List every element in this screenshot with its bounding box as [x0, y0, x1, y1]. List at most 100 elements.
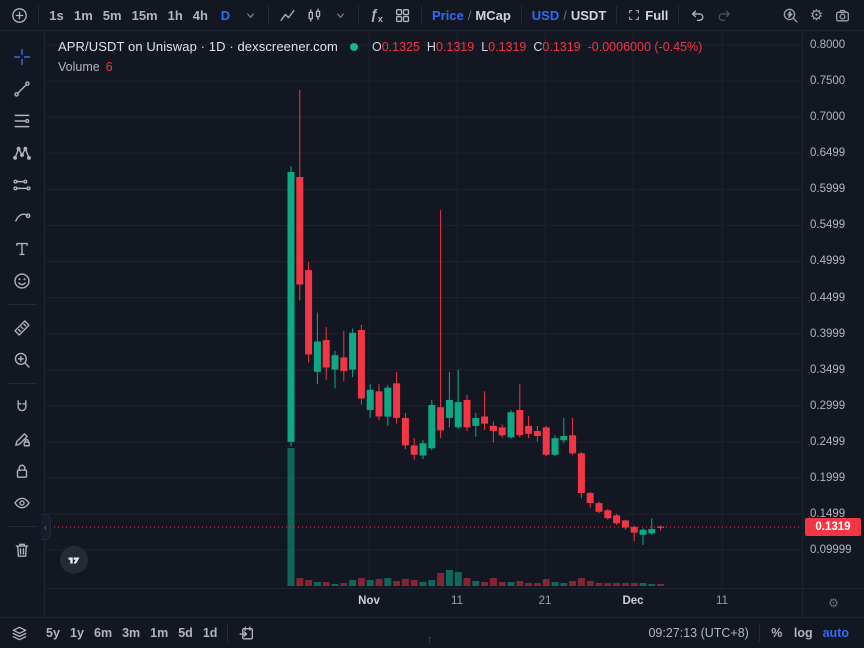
divider: [520, 6, 522, 24]
xabcd-pattern-icon: [13, 146, 31, 160]
fullscreen-icon: [629, 10, 640, 20]
price-tick-label: 0.5499: [810, 219, 846, 231]
timeframe-1h[interactable]: 1h: [163, 3, 188, 28]
range-1m[interactable]: 1m: [145, 621, 173, 645]
tool-lock-all-button[interactable]: [7, 457, 37, 485]
range-5d[interactable]: 5d: [173, 621, 198, 645]
fullscreen-button[interactable]: Full: [622, 3, 673, 28]
currency-toggle[interactable]: USD / USDT: [527, 3, 611, 28]
undo-icon: [692, 10, 704, 21]
divider: [227, 624, 229, 642]
symbol-title[interactable]: APR/USDT on Uniswap · 1D · dexscreener.c…: [58, 39, 338, 54]
clock-button[interactable]: 09:27:13 (UTC+8): [643, 621, 753, 645]
drawing-lock-icon: [15, 433, 30, 447]
price-mode-label: Price: [431, 7, 464, 23]
text-icon: [16, 242, 28, 256]
low-label: L: [481, 39, 489, 54]
divider: [38, 6, 39, 24]
tool-projection-button[interactable]: [7, 171, 37, 199]
go-to-date-button[interactable]: [233, 621, 260, 645]
ohlc-values: O 0.1325 H 0.1319 L 0.1319 C 0.1319 -0.00060…: [372, 40, 702, 54]
tool-drawing-lock-button[interactable]: [7, 425, 37, 453]
auto-label: auto: [822, 626, 849, 640]
chart-pane[interactable]: [46, 31, 802, 588]
tool-crosshair-button[interactable]: [7, 43, 37, 71]
volume-label[interactable]: Volume: [58, 60, 100, 74]
object-tree-button[interactable]: [6, 621, 33, 645]
range-3m[interactable]: 3m: [117, 621, 145, 645]
candlesticks-icon: [308, 7, 321, 22]
redo-icon: [718, 10, 731, 21]
tool-text-button[interactable]: [7, 235, 37, 263]
symbol-search-button[interactable]: [6, 3, 33, 28]
undo-button[interactable]: [684, 3, 711, 28]
open-label: O: [371, 39, 382, 54]
price-tick-label: 0.7500: [810, 75, 846, 87]
open-value: 0.1325: [381, 39, 420, 54]
layout-grid-button[interactable]: [389, 3, 416, 28]
usd-label: USD: [531, 7, 560, 23]
price-tick-label: 0.6499: [810, 147, 846, 159]
quick-search-button[interactable]: [777, 3, 804, 28]
clock-value: 09:27:13 (UTC+8): [648, 626, 749, 640]
chart-type-line-button[interactable]: [274, 3, 301, 28]
indicators-button[interactable]: ƒx: [364, 3, 389, 28]
tool-trend-line-button[interactable]: [7, 75, 37, 103]
tool-fib-retracement-button[interactable]: [7, 107, 37, 135]
tool-zoom-in-button[interactable]: [7, 346, 37, 374]
range-1y[interactable]: 1y: [65, 621, 89, 645]
crosshair-icon: [13, 48, 31, 66]
range-6m[interactable]: 6m: [89, 621, 117, 645]
redo-button[interactable]: [711, 3, 738, 28]
tool-trash-button[interactable]: [7, 536, 37, 564]
tool-ruler-button[interactable]: [7, 314, 37, 342]
axis-settings-corner[interactable]: ⚙: [802, 588, 864, 617]
bottom-toolbar: 5y 1y 6m 3m 1m 5d 1d 09:27:13 (UTC+8) % log au…: [0, 617, 864, 648]
price-mcap-toggle[interactable]: Price / MCap: [427, 3, 516, 28]
tool-emoji-button[interactable]: [7, 267, 37, 295]
close-label: C: [533, 39, 543, 54]
tool-hide-drawings-button[interactable]: [7, 489, 37, 517]
chart-type-candles-button[interactable]: [301, 3, 328, 28]
divider: [616, 6, 618, 24]
collapse-drawing-toolbar-button[interactable]: ‹: [41, 514, 51, 540]
collapse-arrow: ‹: [44, 522, 47, 532]
timeframe-5m[interactable]: 5m: [98, 3, 127, 28]
percent-scale-button[interactable]: %: [765, 621, 789, 645]
price-axis[interactable]: 0.1319 0.8000 0.7500 0.7000 0.6499 0.5999 0.5…: [802, 31, 864, 588]
settings-button[interactable]: ⚙: [804, 3, 829, 28]
camera-snapshot-icon: [835, 9, 850, 21]
snapshot-button[interactable]: [829, 3, 856, 28]
tradingview-logo-icon: [68, 557, 80, 564]
date-range-group: 5y 1y 6m 3m 1m 5d 1d: [41, 621, 222, 645]
chart-type-expand-button[interactable]: [328, 3, 353, 28]
time-tick-label: 21: [538, 595, 552, 607]
timeframe-d[interactable]: D: [213, 3, 238, 28]
price-tick-label: 0.8000: [810, 39, 846, 51]
tool-magnet-button[interactable]: [7, 393, 37, 421]
timeframe-1s[interactable]: 1s: [44, 3, 69, 28]
trend-line-icon: [14, 81, 30, 97]
projection-icon: [13, 179, 31, 191]
chevron-down-icon: [337, 12, 344, 18]
range-5y[interactable]: 5y: [41, 621, 65, 645]
drawing-toolbar: [0, 32, 45, 617]
timeframe-4h[interactable]: 4h: [188, 3, 213, 28]
time-tick-label: 11: [451, 595, 463, 607]
log-scale-button[interactable]: log: [789, 621, 818, 645]
mcap-mode-label: MCap: [475, 7, 511, 23]
timeframe-15m[interactable]: 15m: [127, 3, 163, 28]
auto-scale-button[interactable]: auto: [818, 621, 854, 645]
close-value: 0.1319: [542, 39, 581, 54]
timeframe-1m[interactable]: 1m: [69, 3, 98, 28]
divider: [758, 624, 760, 642]
range-1d[interactable]: 1d: [198, 621, 223, 645]
divider: [7, 383, 37, 384]
timeframe-expand-button[interactable]: [238, 3, 263, 28]
time-axis[interactable]: Nov 11 21 Dec 11: [46, 588, 802, 617]
chart-legend: APR/USDT on Uniswap · 1D · dexscreener.c…: [58, 39, 702, 74]
tool-xabcd-pattern-button[interactable]: [7, 139, 37, 167]
pane-up-arrow-icon[interactable]: ↑: [427, 634, 433, 646]
tool-brush-button[interactable]: [7, 203, 37, 231]
